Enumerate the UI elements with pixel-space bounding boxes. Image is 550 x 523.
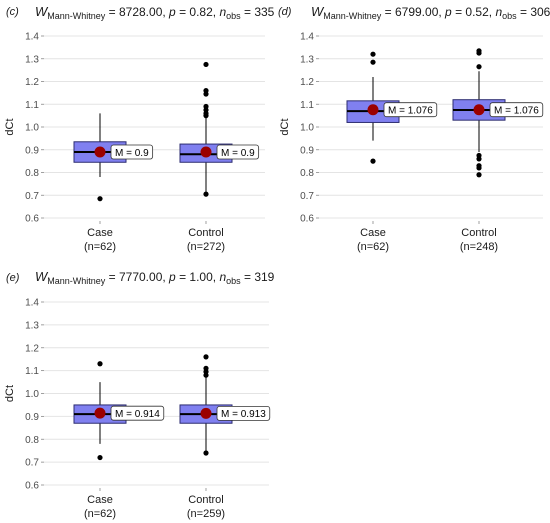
panel-e: (e) WMann-Whitney = 7770.00, p = 1.00, no… — [4, 269, 275, 520]
mean-label-box — [489, 102, 544, 118]
y-tick-label: 1.1 — [25, 100, 39, 111]
box-control: M = 0.9 Control (n=272) — [179, 61, 260, 253]
outlier-point — [476, 64, 482, 70]
mean-label: M = 1.076 — [388, 106, 433, 117]
mean-label: M = 1.076 — [494, 106, 539, 117]
outlier-point — [370, 51, 376, 57]
panel-d: (d) WMann-Whitney = 6799.00, p = 0.52, no… — [278, 4, 550, 253]
y-tick-label: 1.4 — [25, 298, 39, 309]
outlier-point — [476, 172, 482, 178]
mean-point — [94, 407, 106, 419]
y-tick-label: 1.1 — [300, 100, 314, 111]
outlier-point — [203, 191, 209, 197]
y-axis-label: dCt — [4, 118, 16, 135]
y-tick-label: 0.8 — [25, 435, 39, 446]
y-tick-label: 1.3 — [25, 54, 39, 65]
y-tick-label: 1.4 — [300, 32, 314, 43]
x-tick-label-name: Control — [188, 494, 223, 506]
x-tick-label-name: Control — [461, 227, 496, 239]
outlier-point — [97, 361, 103, 367]
y-tick-label: 0.7 — [25, 191, 39, 202]
outlier-point — [97, 196, 103, 202]
y-tick-label: 1.2 — [25, 77, 39, 88]
panel-tag: (d) — [278, 6, 292, 18]
panel-tag: (e) — [6, 272, 20, 284]
outlier-point — [203, 113, 209, 119]
y-tick-label: 0.7 — [25, 458, 39, 469]
outlier-point — [97, 454, 103, 461]
panel-title: WMann-Whitney = 6799.00, p = 0.52, nobs … — [311, 4, 550, 21]
mean-point — [200, 146, 212, 158]
x-tick-label-n: (n=248) — [460, 241, 498, 253]
mean-label-box — [110, 144, 154, 160]
mean-label-box — [110, 405, 165, 421]
y-tick-label: 0.7 — [300, 191, 314, 202]
y-tick-label: 1.0 — [25, 123, 39, 134]
mean-point — [367, 104, 379, 116]
x-tick-label-n: (n=272) — [187, 241, 225, 253]
outlier-point — [370, 59, 376, 65]
x-tick-label-n: (n=62) — [357, 241, 389, 253]
mean-point — [473, 104, 485, 116]
x-tick-label-name: Control — [188, 227, 223, 239]
y-tick-label: 0.6 — [25, 481, 39, 492]
x-tick-label-name: Case — [87, 494, 113, 506]
box-control: M = 0.913 Control (n=259) — [179, 354, 271, 520]
panel-title: WMann-Whitney = 8728.00, p = 0.82, nobs … — [35, 4, 275, 21]
y-tick-label: 0.9 — [25, 412, 39, 423]
mean-label-box — [383, 102, 438, 118]
panel-title: WMann-Whitney = 7770.00, p = 1.00, nobs … — [35, 269, 275, 286]
y-tick-label: 1.1 — [25, 366, 39, 377]
outlier-point — [203, 91, 209, 97]
outlier-point — [476, 165, 482, 171]
mean-label-box — [216, 144, 260, 160]
panel-c: (c) WMann-Whitney = 8728.00, p = 0.82, no… — [4, 4, 275, 253]
y-tick-label: 0.9 — [300, 145, 314, 156]
y-tick-label: 1.2 — [25, 343, 39, 354]
panel-tag: (c) — [6, 6, 19, 18]
x-tick-label-name: Case — [87, 227, 113, 239]
box-case: M = 1.076 Case (n=62) — [346, 51, 438, 253]
y-tick-label: 0.9 — [25, 145, 39, 156]
y-tick-label: 0.6 — [300, 214, 314, 225]
x-tick-label-n: (n=62) — [84, 508, 116, 520]
y-axis-label: dCt — [4, 385, 16, 402]
y-tick-label: 1.3 — [300, 54, 314, 65]
y-tick-label: 1.0 — [300, 123, 314, 134]
x-tick-label-n: (n=259) — [187, 508, 225, 520]
mean-label: M = 0.9 — [221, 148, 255, 159]
box-case: M = 0.9 Case (n=62) — [73, 113, 154, 253]
y-tick-label: 1.2 — [300, 77, 314, 88]
outlier-point — [370, 158, 376, 164]
x-tick-label-n: (n=62) — [84, 241, 116, 253]
mean-label: M = 0.9 — [115, 148, 149, 159]
box-case: M = 0.914 Case (n=62) — [73, 361, 165, 520]
outlier-point — [476, 156, 482, 162]
box-control: M = 1.076 Control (n=248) — [452, 48, 544, 253]
y-tick-label: 1.3 — [25, 320, 39, 331]
x-tick-label-name: Case — [360, 227, 386, 239]
outlier-point — [203, 61, 209, 68]
y-axis-label: dCt — [279, 118, 291, 135]
outlier-point — [203, 450, 209, 456]
mean-label: M = 0.914 — [115, 409, 160, 420]
y-tick-label: 1.0 — [25, 389, 39, 400]
outlier-point — [476, 50, 482, 56]
y-tick-label: 0.6 — [25, 214, 39, 225]
mean-point — [200, 407, 212, 419]
mean-point — [94, 146, 106, 158]
y-tick-label: 1.4 — [25, 32, 39, 43]
y-tick-label: 0.8 — [300, 168, 314, 179]
outlier-point — [203, 372, 209, 378]
y-tick-label: 0.8 — [25, 168, 39, 179]
outlier-point — [203, 354, 209, 360]
mean-label: M = 0.913 — [221, 409, 266, 420]
mean-label-box — [216, 406, 271, 421]
